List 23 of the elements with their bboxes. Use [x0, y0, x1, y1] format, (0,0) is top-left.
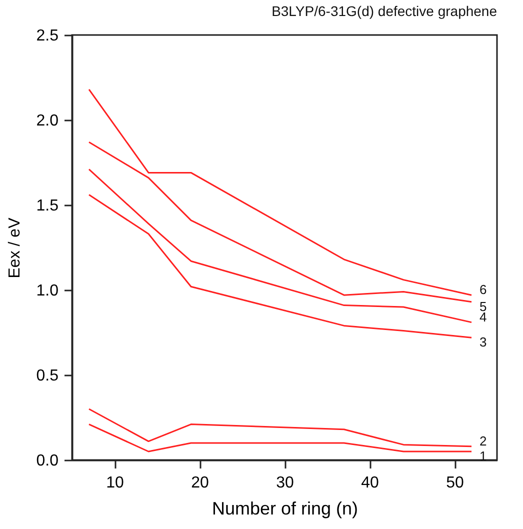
x-tick-label: 20 — [191, 474, 209, 492]
y-tick-label: 2.0 — [36, 112, 59, 130]
y-tick-label: 1.0 — [36, 282, 59, 300]
x-tick-label: 40 — [361, 474, 379, 492]
series-label: 6 — [480, 282, 487, 298]
line-series — [88, 408, 472, 448]
y-tick-label: 0.5 — [36, 368, 59, 384]
x-axis-title: Number of ring (n) — [212, 498, 358, 518]
y-tick-label: 2.5 — [36, 28, 59, 44]
series-label: 2 — [480, 433, 487, 448]
series-label: 5 — [480, 298, 487, 314]
line-series — [88, 168, 472, 324]
chart-title: B3LYP/6-31G(d) defective graphene — [272, 3, 498, 19]
x-tick-label: 50 — [446, 474, 464, 492]
x-tick-label: 30 — [276, 474, 294, 492]
line-series — [88, 194, 472, 338]
line-series — [88, 88, 472, 296]
x-tick-label: 10 — [106, 474, 124, 492]
y-axis-title: Eex / eV — [6, 217, 24, 278]
y-tick-label: 0.0 — [36, 452, 59, 470]
series-label: 3 — [480, 334, 487, 350]
y-tick-label: 1.5 — [36, 198, 59, 214]
line-series — [88, 141, 472, 303]
